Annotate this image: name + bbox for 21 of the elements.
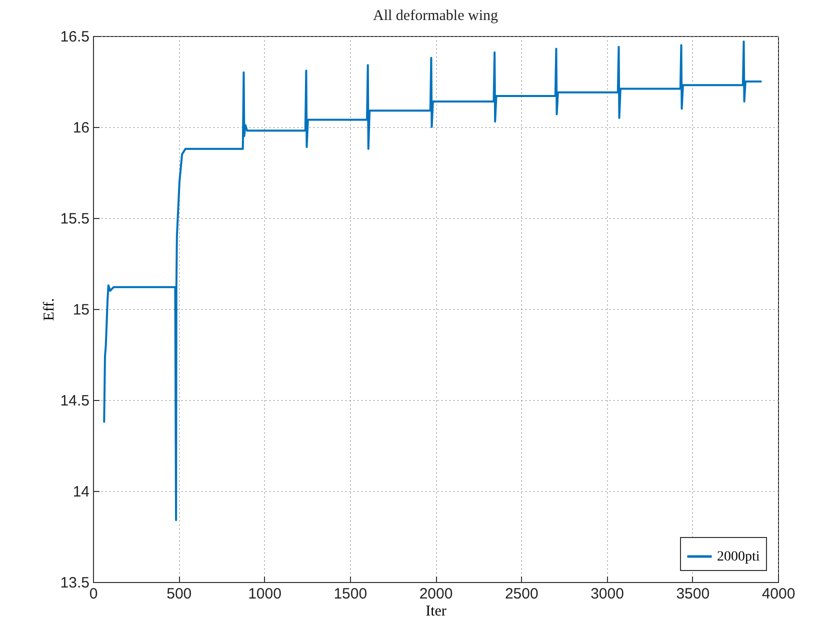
- x-tick-label: 4000: [762, 586, 796, 602]
- x-tick-label: 0: [89, 586, 98, 602]
- y-axis-title: Eff.: [41, 298, 58, 321]
- y-tick-label: 14: [72, 484, 90, 500]
- chart-title: All deformable wing: [373, 8, 498, 24]
- x-axis-title: Iter: [426, 604, 446, 620]
- x-tick-label: 2000: [419, 586, 453, 602]
- line-series: [103, 40, 762, 522]
- x-tick-label: 1000: [248, 586, 282, 602]
- y-tick-label: 16.5: [60, 28, 90, 46]
- legend-label: 2000pti: [717, 550, 760, 564]
- x-tick-label: 2500: [504, 586, 538, 602]
- y-tick-label: 14.5: [60, 392, 90, 410]
- y-tick-label: 13.5: [60, 574, 90, 592]
- y-tick-label: 15.5: [60, 210, 90, 228]
- x-tick-label: 1500: [334, 586, 368, 602]
- x-tick-label: 3500: [676, 586, 710, 602]
- y-tick-label: 16: [72, 120, 90, 136]
- x-tick-label: 3000: [590, 586, 624, 602]
- y-tick-label: 15: [72, 302, 90, 318]
- x-tick-label: 500: [166, 586, 192, 602]
